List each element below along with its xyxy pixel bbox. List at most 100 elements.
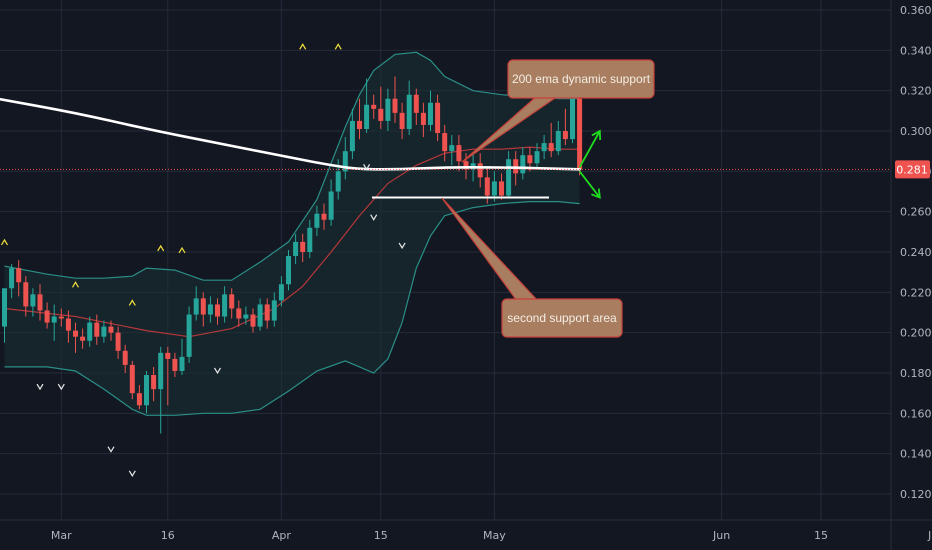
candle-body [300, 241, 306, 252]
current-price-tag: 0.281 [895, 160, 930, 179]
time-axis[interactable]: Mar16Apr15MayJun15Jul15Aug17Sep [0, 519, 932, 542]
candle-57 [406, 80, 412, 136]
callout-second-support[interactable]: second support area [441, 197, 623, 338]
candle-body [484, 177, 490, 196]
candle-37 [264, 298, 270, 329]
candle-body [506, 159, 512, 196]
candle-body [101, 326, 107, 337]
candle-body [477, 163, 483, 178]
candle-41 [293, 233, 299, 265]
callout-ema-support[interactable]: 200 ema dynamic support [461, 59, 655, 163]
price-tick-3: 0.180 [900, 367, 932, 380]
candle-54 [385, 88, 391, 131]
candle-body [555, 131, 561, 152]
candle-body [58, 316, 64, 319]
candle-53 [378, 86, 384, 129]
candle-12 [87, 316, 93, 347]
candle-body [243, 314, 249, 319]
callout-support-box [501, 298, 623, 338]
band-fill [4, 52, 580, 416]
candle-body [37, 294, 43, 311]
current-price-label: 0.281 [896, 163, 928, 176]
candle-body [44, 310, 50, 323]
candle-body [278, 284, 284, 301]
time-tick-3: 15 [374, 529, 388, 542]
candle-body [65, 318, 71, 331]
candle-body [527, 155, 533, 164]
candle-22 [158, 346, 164, 434]
candle-58 [413, 88, 419, 125]
candle-46 [328, 179, 334, 226]
candle-body [23, 282, 29, 307]
candle-10 [73, 322, 78, 353]
candle-34 [243, 306, 249, 325]
candle-1 [9, 264, 15, 299]
marker-down-7 [398, 242, 406, 250]
candle-body [491, 181, 497, 196]
candle-67 [477, 153, 483, 188]
candle-50 [357, 98, 362, 140]
candle-23 [165, 346, 171, 406]
candle-73 [520, 147, 526, 180]
candle-body [385, 98, 391, 121]
time-tick-6: 15 [814, 529, 828, 542]
price-tick-2: 0.160 [900, 407, 932, 420]
candle-body [499, 181, 504, 196]
candle-2 [16, 260, 22, 297]
signal-markers [0, 43, 406, 477]
candle-body [257, 304, 263, 327]
candle-56 [399, 102, 405, 140]
candle-71 [506, 151, 512, 198]
candle-body [378, 108, 384, 121]
candle-62 [442, 124, 448, 162]
candle-body [250, 314, 256, 327]
candle-51 [364, 78, 370, 134]
middle-band-line [4, 146, 580, 338]
candle-63 [449, 135, 455, 166]
candle-18 [129, 360, 135, 400]
candle-44 [314, 205, 320, 236]
candle-body [136, 393, 142, 406]
projection-arrow-1 [578, 170, 601, 199]
candle-body [548, 143, 554, 152]
candle-0 [2, 288, 7, 343]
candle-body [321, 213, 327, 220]
lower-band-line [4, 201, 580, 416]
candle-55 [392, 76, 398, 123]
marker-down-2 [107, 446, 115, 453]
candle-59 [420, 102, 426, 138]
marker-up-3 [157, 244, 165, 252]
candle-14 [101, 320, 107, 343]
price-tick-11: 0.340 [900, 44, 932, 57]
candle-17 [122, 344, 128, 373]
candle-body [541, 143, 547, 152]
candle-body [428, 102, 433, 125]
candle-body [420, 112, 426, 125]
candle-body [165, 352, 171, 359]
marker-up-6 [334, 43, 342, 50]
price-tick-9: 0.300 [900, 125, 932, 138]
candle-3 [23, 276, 29, 317]
candle-9 [65, 310, 71, 343]
candle-body [406, 94, 412, 129]
candle-body [94, 322, 100, 337]
price-axis[interactable]: 0.120 0.140 0.160 0.180 0.200 0.220 0.240 0.260… [890, 0, 932, 550]
candle-15 [108, 320, 114, 341]
candle-body [442, 133, 448, 152]
candle-6 [44, 302, 50, 329]
candle-5 [37, 284, 43, 321]
candle-4 [30, 288, 36, 317]
candle-body [207, 304, 213, 315]
price-tick-12: 0.360 [900, 4, 932, 17]
candle-body [307, 227, 313, 252]
candle-26 [186, 306, 192, 363]
candle-38 [271, 292, 277, 327]
candle-19 [136, 385, 142, 410]
candle-body [87, 322, 93, 341]
marker-up-2 [128, 299, 136, 306]
candle-7 [51, 304, 57, 341]
candle-body [129, 364, 135, 394]
candle-35 [250, 308, 256, 333]
candle-42 [300, 233, 306, 263]
